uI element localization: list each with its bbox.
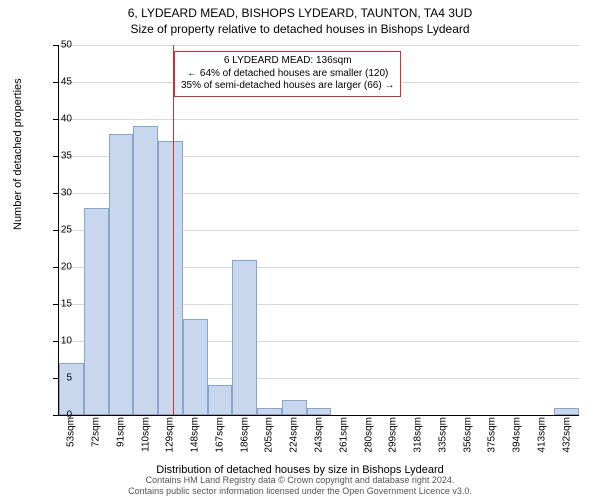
x-tick-label: 335sqm xyxy=(437,417,448,453)
x-tick-label: 53sqm xyxy=(66,417,77,447)
y-tick xyxy=(53,341,59,342)
x-tick-label: 129sqm xyxy=(165,417,176,453)
y-tick xyxy=(53,82,59,83)
x-tick-label: 224sqm xyxy=(289,417,300,453)
x-tick-label: 413sqm xyxy=(536,417,547,453)
y-tick-label: 25 xyxy=(61,225,72,236)
x-tick-label: 167sqm xyxy=(214,417,225,453)
title-line-1: 6, LYDEARD MEAD, BISHOPS LYDEARD, TAUNTO… xyxy=(128,6,473,20)
x-tick-label: 318sqm xyxy=(413,417,424,453)
gridline xyxy=(59,119,579,120)
x-tick-label: 432sqm xyxy=(561,417,572,453)
y-tick xyxy=(53,415,59,416)
y-tick-label: 0 xyxy=(66,410,72,421)
histogram-bar xyxy=(282,400,307,415)
y-tick xyxy=(53,267,59,268)
y-tick-label: 35 xyxy=(61,151,72,162)
y-tick-label: 20 xyxy=(61,262,72,273)
histogram-bar xyxy=(257,408,282,415)
chart-container: { "title_line1": "6, LYDEARD MEAD, BISHO… xyxy=(0,0,600,500)
x-tick-label: 148sqm xyxy=(190,417,201,453)
annotation-box: 6 LYDEARD MEAD: 136sqm ← 64% of detached… xyxy=(174,51,401,97)
histogram-bar xyxy=(133,126,158,415)
histogram-bar xyxy=(232,260,257,415)
x-tick-label: 110sqm xyxy=(140,417,151,452)
x-tick-label: 243sqm xyxy=(314,417,325,453)
y-tick-label: 45 xyxy=(61,77,72,88)
y-tick-label: 30 xyxy=(61,188,72,199)
y-tick xyxy=(53,45,59,46)
y-tick xyxy=(53,230,59,231)
x-tick-label: 394sqm xyxy=(512,417,523,453)
marker-line xyxy=(173,45,175,415)
gridline xyxy=(59,45,579,46)
histogram-bar xyxy=(59,363,84,415)
x-tick-label: 72sqm xyxy=(91,417,102,447)
annotation-line-3: 35% of semi-detached houses are larger (… xyxy=(181,80,394,91)
y-tick-label: 40 xyxy=(61,114,72,125)
histogram-bar xyxy=(208,385,233,415)
histogram-bar xyxy=(183,319,208,415)
y-tick xyxy=(53,119,59,120)
histogram-bar xyxy=(109,134,134,415)
x-tick-label: 186sqm xyxy=(239,417,250,453)
x-axis-label: Distribution of detached houses by size … xyxy=(0,464,600,476)
annotation-line-1: 6 LYDEARD MEAD: 136sqm xyxy=(224,55,352,66)
y-tick-label: 50 xyxy=(61,40,72,51)
y-tick xyxy=(53,304,59,305)
footer-line-1: Contains HM Land Registry data © Crown c… xyxy=(146,475,455,485)
histogram-bar xyxy=(84,208,109,415)
x-tick-label: 356sqm xyxy=(462,417,473,453)
plot-area: 53sqm72sqm91sqm110sqm129sqm148sqm167sqm1… xyxy=(58,45,579,416)
y-tick xyxy=(53,156,59,157)
histogram-bar xyxy=(554,408,579,415)
y-tick xyxy=(53,193,59,194)
histogram-bar xyxy=(307,408,332,415)
title-line-2: Size of property relative to detached ho… xyxy=(130,22,469,36)
x-tick-label: 375sqm xyxy=(487,417,498,453)
y-axis-label: Number of detached properties xyxy=(12,78,24,230)
x-tick-label: 261sqm xyxy=(338,417,349,453)
x-tick-label: 205sqm xyxy=(264,417,275,453)
footer: Contains HM Land Registry data © Crown c… xyxy=(0,475,600,497)
chart-title: 6, LYDEARD MEAD, BISHOPS LYDEARD, TAUNTO… xyxy=(0,0,600,37)
annotation-line-2: ← 64% of detached houses are smaller (12… xyxy=(187,68,388,79)
histogram-bar xyxy=(158,141,183,415)
y-tick-label: 15 xyxy=(61,299,72,310)
x-tick-label: 299sqm xyxy=(388,417,399,453)
footer-line-2: Contains public sector information licen… xyxy=(128,486,472,496)
x-tick-label: 91sqm xyxy=(115,417,126,447)
y-tick-label: 5 xyxy=(66,373,72,384)
x-tick-label: 280sqm xyxy=(363,417,374,453)
y-tick-label: 10 xyxy=(61,336,72,347)
